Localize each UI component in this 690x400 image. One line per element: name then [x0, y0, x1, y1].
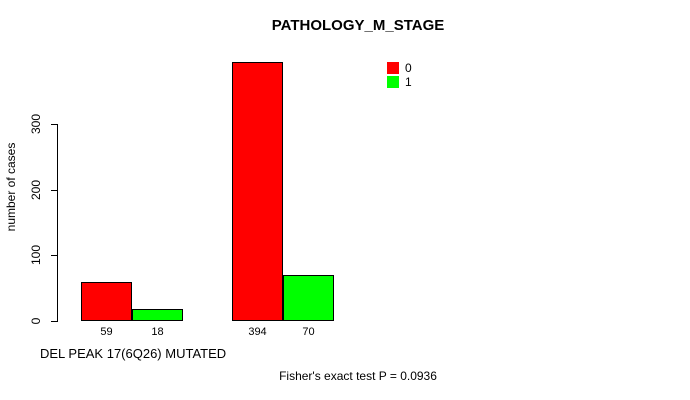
y-tick-label: 300	[29, 113, 43, 135]
y-tick-label: 200	[29, 179, 43, 200]
bar-value-label: 70	[302, 326, 315, 338]
legend-label-0: 0	[405, 61, 412, 75]
y-tick-mark	[51, 124, 58, 125]
bar-series1-group1	[132, 309, 183, 321]
chart-title: PATHOLOGY_M_STAGE	[271, 17, 445, 34]
bar-value-label: 59	[100, 326, 113, 338]
legend-item-1: 1	[387, 76, 412, 88]
y-axis-label: number of cases	[4, 142, 18, 232]
legend: 0 1	[387, 62, 412, 88]
bar-series0-group1	[81, 282, 132, 321]
y-tick-label: 0	[29, 317, 43, 325]
legend-label-1: 1	[405, 75, 412, 89]
bar-series0-group2	[232, 62, 283, 321]
y-axis-line	[57, 124, 58, 321]
bar-value-label: 394	[248, 326, 267, 338]
legend-item-0: 0	[387, 62, 412, 74]
y-tick-mark	[51, 255, 58, 257]
legend-swatch-red	[387, 62, 399, 74]
y-tick-mark	[51, 321, 58, 322]
legend-swatch-green	[387, 76, 399, 88]
y-tick-mark	[51, 189, 58, 191]
bar-value-label: 18	[151, 326, 164, 338]
bar-series1-group2	[283, 275, 334, 321]
annotation-text: Fisher's exact test P = 0.0936	[279, 369, 437, 383]
y-tick-label: 100	[29, 245, 43, 266]
x-axis-label: DEL PEAK 17(6Q26) MUTATED	[40, 346, 227, 361]
